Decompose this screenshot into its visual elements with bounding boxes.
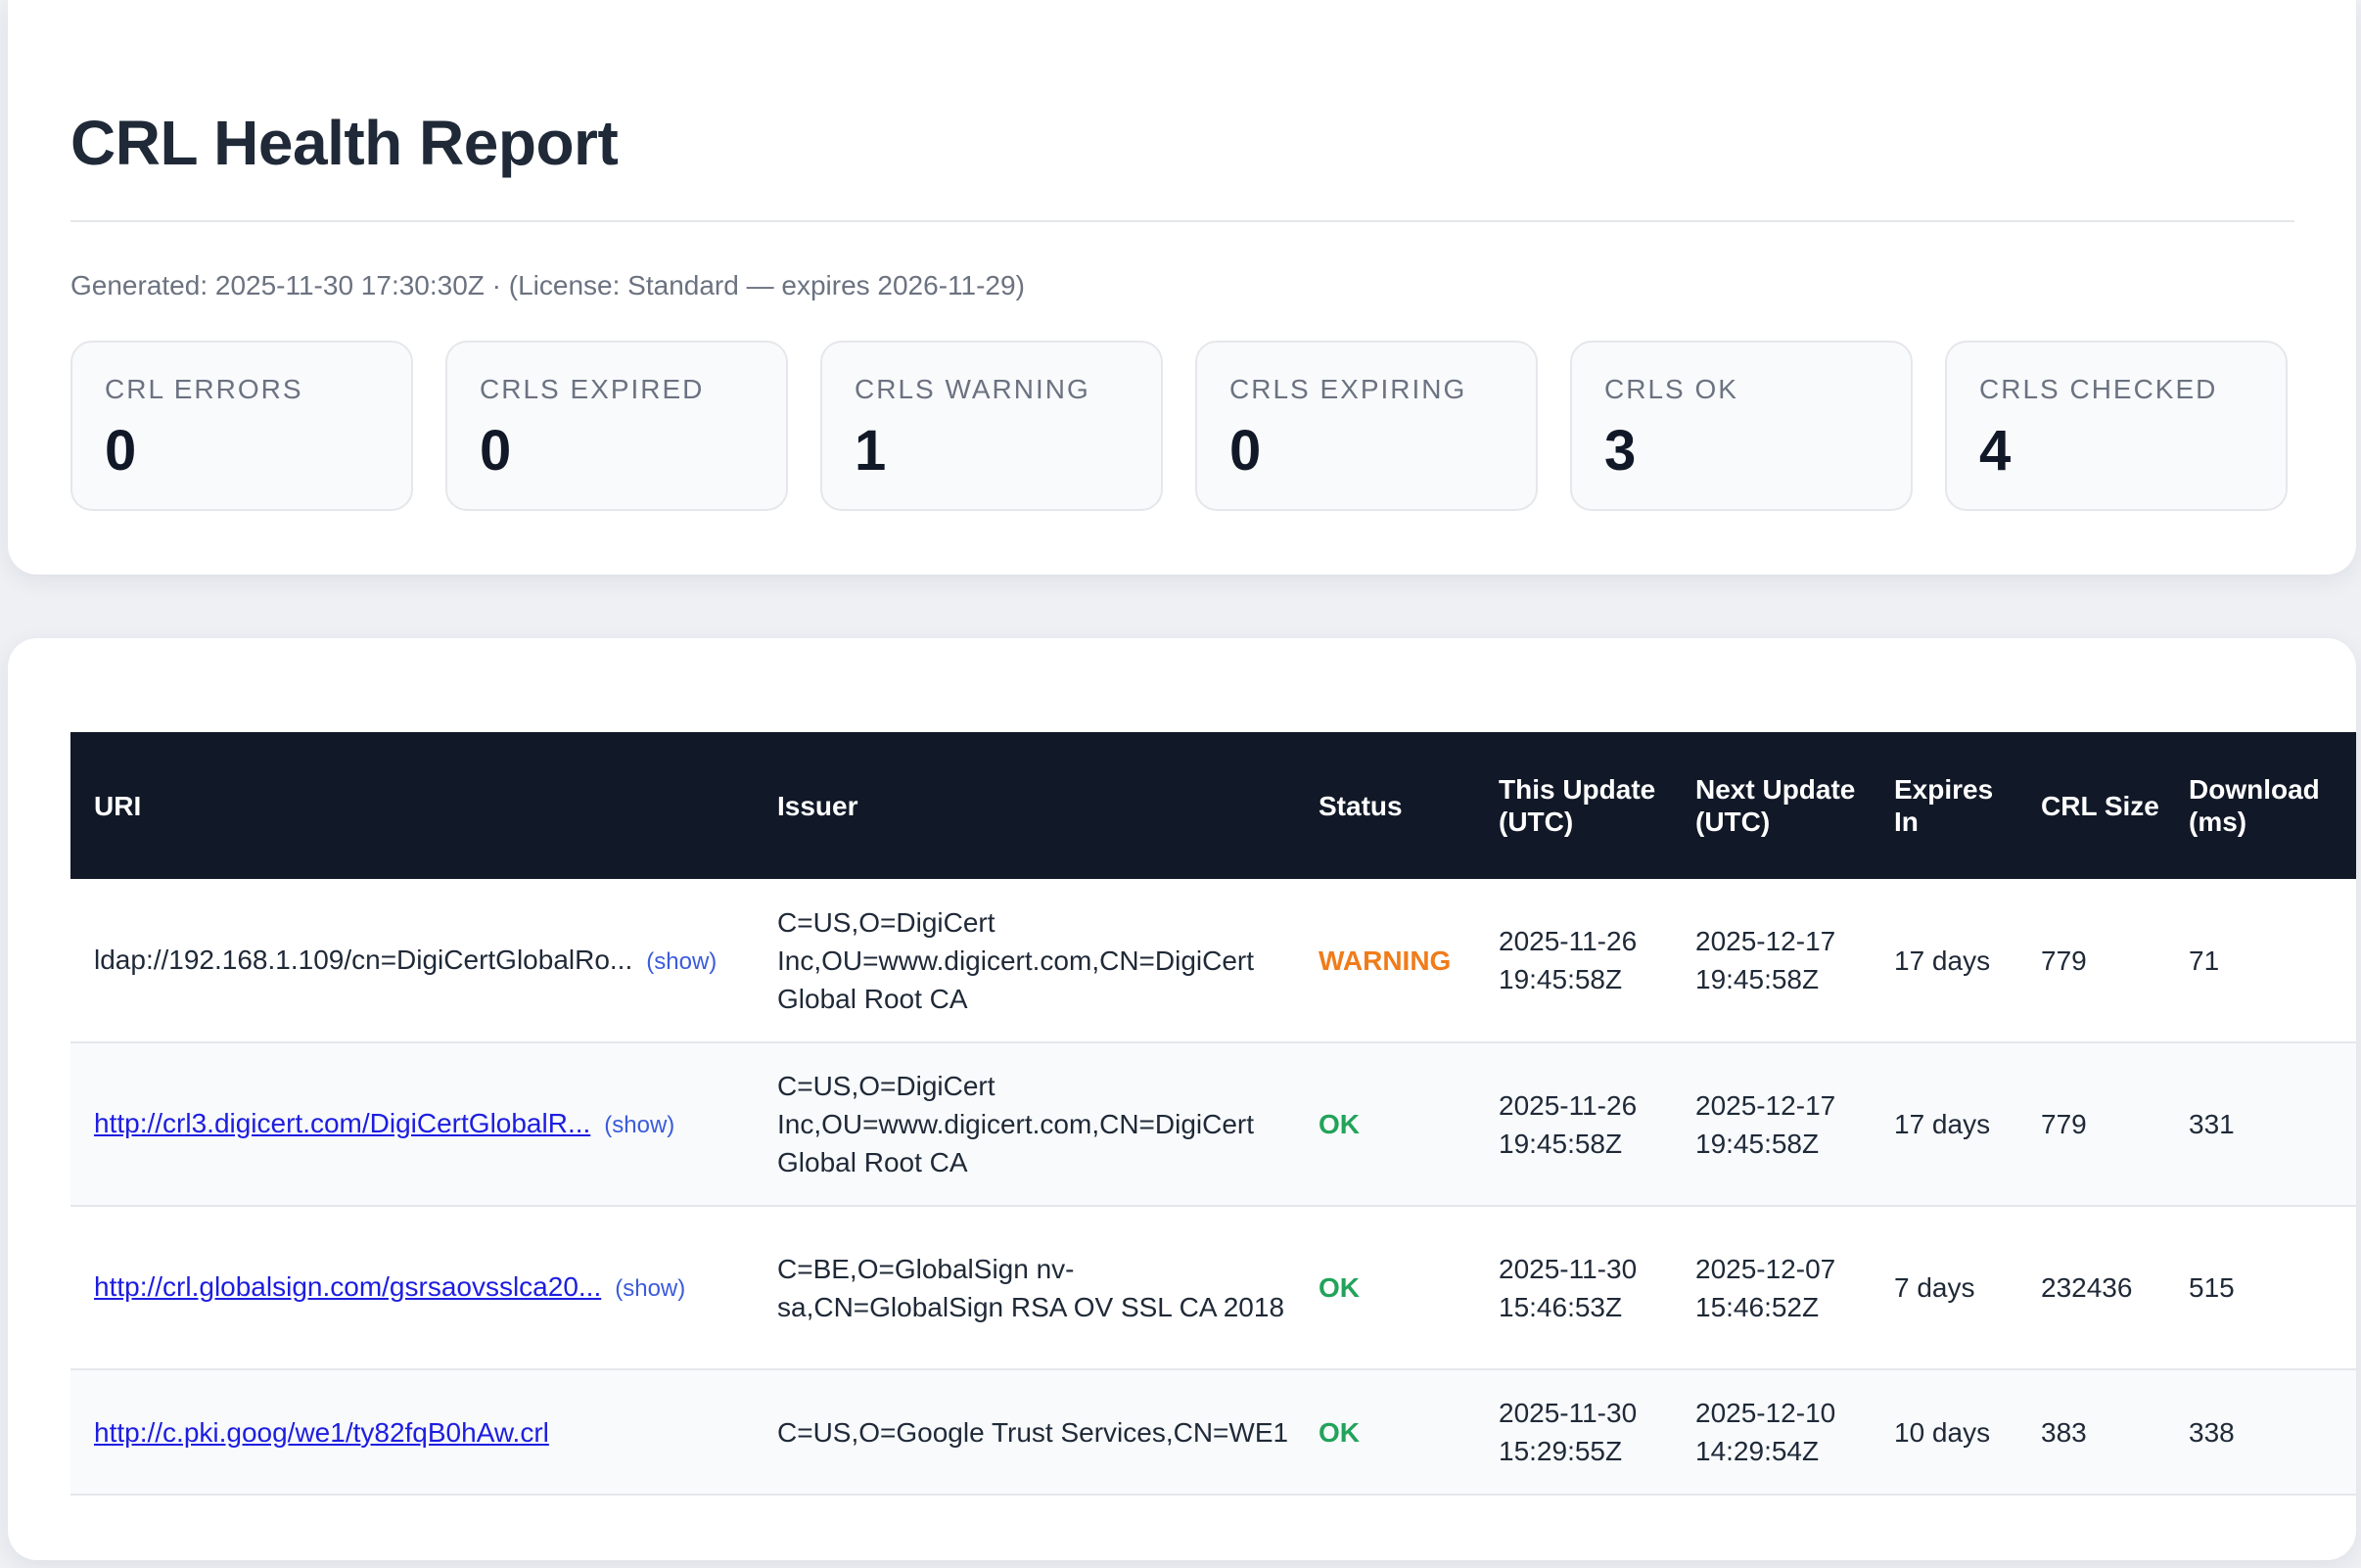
page-title: CRL Health Report (70, 108, 619, 178)
issuer-cell: C=US,O=Google Trust Services,CN=WE1 (754, 1369, 1295, 1496)
crl-size-cell: 232436 (2017, 1206, 2165, 1370)
next-update-cell: 2025-12-07 15:46:52Z (1672, 1206, 1871, 1370)
status-badge: WARNING (1319, 945, 1452, 976)
expires-in-cell: 7 days (1871, 1206, 2017, 1370)
stat-value: 0 (480, 419, 512, 483)
uri-link[interactable]: http://crl.globalsign.com/gsrsaovsslca20… (94, 1271, 602, 1302)
stat-label: CRLS WARNING (855, 374, 1090, 404)
show-uri-link[interactable]: (show) (615, 1275, 686, 1302)
stat-label: CRLS CHECKED (1979, 374, 2218, 404)
column-header-download: Download (ms) (2165, 732, 2356, 879)
stat-label: CRL ERRORS (105, 374, 303, 404)
expires-in-cell: 10 days (1871, 1369, 2017, 1496)
issuer-cell: C=US,O=DigiCert Inc,OU=www.digicert.com,… (754, 1042, 1295, 1207)
this-update-cell: 2025-11-26 19:45:58Z (1475, 1042, 1672, 1207)
uri-text: ldap://192.168.1.109/cn=DigiCertGlobalRo… (94, 944, 633, 975)
column-header-issuer: Issuer (754, 732, 1295, 879)
this-update-cell: 2025-11-26 19:45:58Z (1475, 879, 1672, 1043)
table-row: http://c.pki.goog/we1/ty82fqB0hAw.crl C=… (70, 1369, 2356, 1496)
status-cell: OK (1295, 1042, 1475, 1207)
stat-crls-expired: CRLS EXPIRED 0 (445, 341, 788, 511)
title-divider (70, 220, 2294, 222)
stat-value: 0 (1229, 419, 1262, 483)
this-update-cell: 2025-11-30 15:29:55Z (1475, 1369, 1672, 1496)
column-header-next-update: Next Update (UTC) (1672, 732, 1871, 879)
uri-cell: http://crl3.digicert.com/DigiCertGlobalR… (70, 1042, 754, 1207)
column-header-expires-in: Expires In (1871, 732, 2017, 879)
stat-crls-warning: CRLS WARNING 1 (820, 341, 1163, 511)
stat-value: 0 (105, 419, 137, 483)
uri-cell: http://crl.globalsign.com/gsrsaovsslca20… (70, 1206, 754, 1370)
next-update-cell: 2025-12-17 19:45:58Z (1672, 1042, 1871, 1207)
table-row: http://crl3.digicert.com/DigiCertGlobalR… (70, 1042, 2356, 1207)
status-badge: OK (1319, 1109, 1360, 1139)
download-cell: 515 (2165, 1206, 2356, 1370)
show-uri-link[interactable]: (show) (646, 947, 718, 975)
issuer-cell: C=BE,O=GlobalSign nv-sa,CN=GlobalSign RS… (754, 1206, 1295, 1370)
crl-table: URI Issuer Status This Update (UTC) Next… (70, 732, 2356, 1496)
next-update-cell: 2025-12-10 14:29:54Z (1672, 1369, 1871, 1496)
stat-crls-ok: CRLS OK 3 (1570, 341, 1913, 511)
generated-meta: Generated: 2025-11-30 17:30:30Z · (Licen… (70, 270, 1025, 300)
expires-in-cell: 17 days (1871, 879, 2017, 1043)
stats-row: CRL ERRORS 0 CRLS EXPIRED 0 CRLS WARNING… (70, 341, 2288, 511)
stat-value: 3 (1604, 419, 1637, 483)
stat-crls-expiring: CRLS EXPIRING 0 (1195, 341, 1538, 511)
crl-size-cell: 383 (2017, 1369, 2165, 1496)
uri-link[interactable]: http://crl3.digicert.com/DigiCertGlobalR… (94, 1108, 591, 1138)
next-update-cell: 2025-12-17 19:45:58Z (1672, 879, 1871, 1043)
status-cell: OK (1295, 1369, 1475, 1496)
show-uri-link[interactable]: (show) (604, 1112, 675, 1138)
column-header-crl-size: CRL Size (2017, 732, 2165, 879)
uri-cell: ldap://192.168.1.109/cn=DigiCertGlobalRo… (70, 879, 754, 1043)
table-header-row: URI Issuer Status This Update (UTC) Next… (70, 732, 2356, 879)
status-cell: OK (1295, 1206, 1475, 1370)
download-cell: 331 (2165, 1042, 2356, 1207)
stat-value: 4 (1979, 419, 2012, 483)
column-header-this-update: This Update (UTC) (1475, 732, 1672, 879)
issuer-cell: C=US,O=DigiCert Inc,OU=www.digicert.com,… (754, 879, 1295, 1043)
crl-size-cell: 779 (2017, 879, 2165, 1043)
table-row: ldap://192.168.1.109/cn=DigiCertGlobalRo… (70, 879, 2356, 1043)
stat-value: 1 (855, 419, 887, 483)
download-cell: 338 (2165, 1369, 2356, 1496)
crl-size-cell: 779 (2017, 1042, 2165, 1207)
download-cell: 71 (2165, 879, 2356, 1043)
stat-label: CRLS EXPIRED (480, 374, 705, 404)
status-badge: OK (1319, 1272, 1360, 1303)
stat-crl-errors: CRL ERRORS 0 (70, 341, 413, 511)
uri-cell: http://c.pki.goog/we1/ty82fqB0hAw.crl (70, 1369, 754, 1496)
uri-link[interactable]: http://c.pki.goog/we1/ty82fqB0hAw.crl (94, 1416, 549, 1448)
status-badge: OK (1319, 1416, 1360, 1448)
this-update-cell: 2025-11-30 15:46:53Z (1475, 1206, 1672, 1370)
column-header-status: Status (1295, 732, 1475, 879)
crl-table-card: URI Issuer Status This Update (UTC) Next… (8, 638, 2356, 1560)
stat-label: CRLS EXPIRING (1229, 374, 1467, 404)
table-row: http://crl.globalsign.com/gsrsaovsslca20… (70, 1206, 2356, 1370)
expires-in-cell: 17 days (1871, 1042, 2017, 1207)
summary-card: CRL Health Report Generated: 2025-11-30 … (8, 0, 2356, 575)
stat-crls-checked: CRLS CHECKED 4 (1945, 341, 2288, 511)
stat-label: CRLS OK (1604, 374, 1738, 404)
status-cell: WARNING (1295, 879, 1475, 1043)
column-header-uri: URI (70, 732, 754, 879)
